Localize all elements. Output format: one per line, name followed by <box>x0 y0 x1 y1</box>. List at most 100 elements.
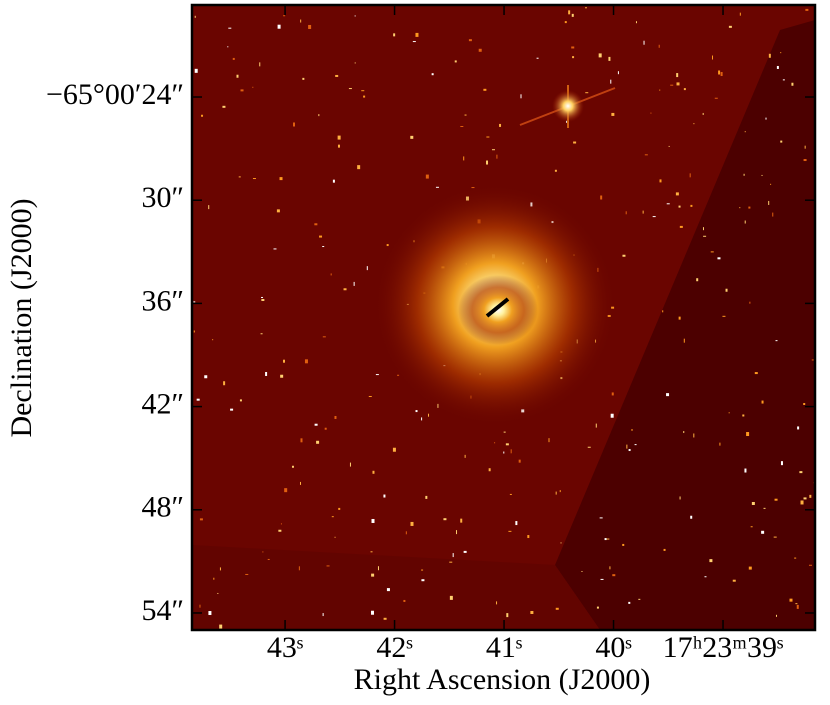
speckle <box>628 449 631 452</box>
speckle <box>371 573 375 577</box>
speckle <box>330 273 332 276</box>
speckle <box>761 400 764 404</box>
speckle <box>780 52 782 54</box>
speckle <box>280 523 282 525</box>
speckle <box>354 15 356 17</box>
image <box>192 5 815 630</box>
speckle <box>572 56 575 59</box>
speckle <box>596 606 599 609</box>
speckle <box>604 538 607 541</box>
speckle <box>761 530 765 534</box>
speckle <box>696 278 699 282</box>
speckle <box>302 77 305 80</box>
speckle <box>506 613 509 618</box>
speckle <box>617 71 619 75</box>
speckle <box>796 604 799 609</box>
speckle <box>635 21 637 24</box>
speckle <box>609 566 611 570</box>
speckle <box>208 205 210 210</box>
speckle <box>428 413 430 417</box>
speckle <box>712 55 714 60</box>
speckle <box>763 507 766 509</box>
speckle <box>744 220 746 224</box>
speckle <box>230 408 234 411</box>
star <box>552 90 584 122</box>
speckle <box>678 316 681 320</box>
speckle <box>212 339 214 341</box>
speckle <box>463 156 465 161</box>
speckle <box>690 515 693 519</box>
speckle <box>298 566 300 571</box>
speckle <box>375 374 379 376</box>
speckle <box>371 518 375 523</box>
speckle <box>761 174 763 176</box>
y-tick-label: 54″ <box>142 594 185 627</box>
speckle <box>754 372 758 375</box>
galaxy-core <box>458 275 538 345</box>
speckle <box>496 601 498 605</box>
speckle <box>332 179 335 183</box>
speckle <box>403 599 406 602</box>
speckle <box>261 296 264 298</box>
speckle <box>460 126 464 128</box>
speckle <box>460 518 463 523</box>
speckle <box>331 516 334 518</box>
speckle <box>279 177 283 181</box>
speckle <box>515 521 518 526</box>
speckle <box>232 57 235 60</box>
speckle <box>794 557 797 559</box>
speckle <box>631 429 634 431</box>
speckle <box>337 144 340 148</box>
speckle <box>293 122 296 127</box>
speckle <box>652 216 656 218</box>
speckle <box>415 32 419 37</box>
x-tick-label: 17ʰ23ᵐ39ˢ <box>663 631 784 664</box>
speckle <box>573 141 577 144</box>
speckle <box>508 530 512 532</box>
speckle <box>676 73 679 78</box>
speckle <box>421 579 425 582</box>
speckle <box>276 209 280 213</box>
speckle <box>291 465 294 468</box>
speckle <box>600 195 603 200</box>
speckle <box>749 301 751 304</box>
speckle <box>386 244 389 247</box>
speckle <box>584 7 587 9</box>
speckle <box>366 266 368 271</box>
speckle <box>363 95 366 98</box>
speckle <box>412 41 416 43</box>
speckle <box>338 507 341 510</box>
speckle <box>702 227 704 231</box>
speckle <box>201 114 204 117</box>
speckle <box>392 447 396 452</box>
speckle <box>744 468 747 473</box>
speckle <box>768 200 770 205</box>
speckle <box>750 526 753 528</box>
speckle <box>554 169 557 172</box>
y-tick-label: 36″ <box>142 284 185 317</box>
speckle <box>503 451 505 454</box>
speckle <box>668 145 670 147</box>
speckle <box>743 173 745 176</box>
speckle <box>560 542 562 544</box>
speckle <box>710 251 714 253</box>
speckle <box>748 566 752 570</box>
speckle <box>693 433 695 438</box>
speckle <box>612 574 616 577</box>
speckle <box>536 57 539 59</box>
speckle <box>571 46 575 49</box>
speckle <box>308 24 312 29</box>
speckle <box>744 131 746 133</box>
speckle <box>693 123 695 125</box>
speckle <box>213 577 215 580</box>
speckle <box>299 481 301 485</box>
speckle <box>239 399 242 402</box>
speckle <box>491 149 495 151</box>
speckle <box>768 53 771 58</box>
y-tick-label: −65°00′24″ <box>46 78 184 111</box>
speckle <box>772 212 774 217</box>
marker-bar <box>485 297 510 318</box>
speckle <box>383 494 386 498</box>
speckle <box>611 392 614 396</box>
